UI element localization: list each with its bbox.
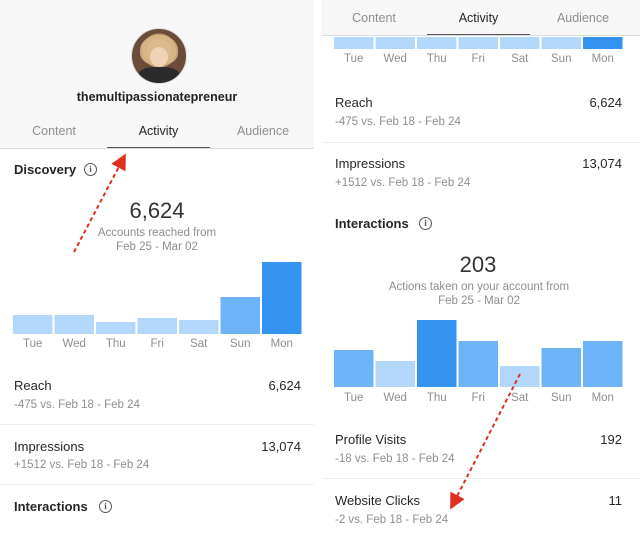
day-label-tue: Tue	[23, 338, 43, 350]
bar-tue[interactable]	[13, 315, 53, 334]
left-screenshot: themultipassionatepreneur Content Activi…	[0, 0, 314, 539]
bar-fri[interactable]	[458, 341, 499, 387]
bar-sat[interactable]	[500, 37, 540, 49]
discovery-bar-chart	[13, 262, 302, 334]
bar-sun[interactable]	[541, 348, 582, 387]
avatar[interactable]	[131, 28, 187, 84]
website-clicks-comparison: -2 vs. Feb 18 - Feb 24	[335, 514, 449, 526]
impressions-value: 13,074	[582, 156, 622, 171]
right-screenshot: Content Activity Audience Tue Wed Thu Fri Sa…	[322, 0, 640, 539]
tab-bar: Content Activity Audience	[0, 113, 314, 149]
tab-activity[interactable]: Activity	[107, 113, 210, 149]
bar-sun[interactable]	[541, 37, 582, 49]
day-label-mon: Mon	[591, 392, 614, 404]
day-label-fri: Fri	[471, 392, 485, 404]
reach-comparison: -475 vs. Feb 18 - Feb 24	[335, 116, 461, 128]
bar-mon[interactable]	[262, 262, 302, 334]
tab-bar: Content Activity Audience	[322, 0, 640, 36]
reach-label: Reach	[335, 95, 373, 110]
bar-fri[interactable]	[137, 318, 178, 334]
bar-tue[interactable]	[334, 37, 374, 49]
day-label-tue: Tue	[344, 392, 364, 404]
info-circle-icon[interactable]: i	[99, 500, 112, 513]
bar-sun[interactable]	[220, 297, 261, 334]
discovery-day-labels: Tue Wed Thu Fri Sat Sun Mon	[0, 338, 314, 354]
bar-mon[interactable]	[583, 37, 623, 49]
day-label-fri: Fri	[471, 53, 485, 65]
day-label-wed: Wed	[62, 338, 86, 350]
bar-thu[interactable]	[417, 37, 457, 49]
bar-sat[interactable]	[500, 366, 540, 387]
interactions-title: Interactions	[14, 499, 88, 514]
bar-wed[interactable]	[375, 361, 416, 387]
reach-value: 6,624	[589, 95, 622, 110]
bar-fri[interactable]	[458, 37, 499, 49]
impressions-comparison: +1512 vs. Feb 18 - Feb 24	[14, 459, 150, 471]
bar-wed[interactable]	[375, 37, 416, 49]
tab-audience[interactable]: Audience	[236, 124, 290, 138]
day-label-mon: Mon	[591, 53, 614, 65]
day-label-fri: Fri	[150, 338, 164, 350]
username[interactable]: themultipassionatepreneur	[76, 90, 238, 104]
bar-wed[interactable]	[54, 315, 95, 334]
week-day-labels: Tue Wed Thu Fri Sat Sun Mon	[322, 53, 640, 69]
day-label-sat: Sat	[511, 392, 529, 404]
reach-label: Reach	[14, 378, 52, 393]
day-label-thu: Thu	[105, 338, 126, 350]
profile-visits-comparison: -18 vs. Feb 18 - Feb 24	[335, 453, 455, 465]
reach-value: 6,624	[268, 378, 301, 393]
day-label-wed: Wed	[383, 53, 407, 65]
tab-audience[interactable]: Audience	[556, 11, 610, 25]
bar-mon[interactable]	[583, 341, 623, 387]
day-label-sat: Sat	[511, 53, 529, 65]
divider	[322, 478, 640, 479]
panel-gap	[314, 0, 322, 539]
day-label-thu: Thu	[426, 53, 447, 65]
day-label-mon: Mon	[270, 338, 293, 350]
interactions-caption-line1: Actions taken on your account from	[388, 281, 570, 293]
impressions-comparison: +1512 vs. Feb 18 - Feb 24	[335, 177, 471, 189]
day-label-sun: Sun	[551, 392, 572, 404]
divider	[0, 424, 314, 425]
divider	[0, 484, 314, 485]
bar-sat[interactable]	[179, 320, 219, 334]
day-label-tue: Tue	[344, 53, 364, 65]
divider	[322, 142, 640, 143]
tab-activity[interactable]: Activity	[427, 0, 530, 36]
profile-header: themultipassionatepreneur	[0, 0, 314, 118]
tab-content[interactable]: Content	[32, 124, 76, 138]
impressions-label: Impressions	[14, 439, 85, 454]
interactions-title: Interactions	[335, 216, 409, 231]
interactions-total: 203	[459, 252, 497, 277]
profile-visits-label: Profile Visits	[335, 432, 407, 447]
interactions-day-labels: Tue Wed Thu Fri Sat Sun Mon	[322, 392, 640, 408]
impressions-label: Impressions	[335, 156, 406, 171]
reach-comparison: -475 vs. Feb 18 - Feb 24	[14, 399, 140, 411]
info-circle-icon[interactable]: i	[84, 163, 97, 176]
interactions-caption-line2: Feb 25 - Mar 02	[438, 295, 520, 307]
week-bar-chart	[334, 37, 623, 49]
profile-visits-value: 192	[600, 432, 622, 447]
discovery-title: Discovery	[14, 162, 77, 177]
bar-thu[interactable]	[417, 320, 457, 387]
discovery-total: 6,624	[129, 198, 185, 223]
day-label-wed: Wed	[383, 392, 407, 404]
discovery-caption-line2: Feb 25 - Mar 02	[116, 241, 198, 253]
day-label-thu: Thu	[426, 392, 447, 404]
tab-content[interactable]: Content	[352, 11, 396, 25]
website-clicks-label: Website Clicks	[335, 493, 421, 508]
bar-thu[interactable]	[96, 322, 136, 334]
bar-tue[interactable]	[334, 350, 374, 387]
impressions-value: 13,074	[261, 439, 301, 454]
day-label-sun: Sun	[551, 53, 572, 65]
day-label-sun: Sun	[230, 338, 251, 350]
day-label-sat: Sat	[190, 338, 208, 350]
interactions-bar-chart	[334, 320, 623, 387]
info-circle-icon[interactable]: i	[419, 217, 432, 230]
website-clicks-value: 11	[608, 493, 623, 508]
discovery-caption-line1: Accounts reached from	[97, 227, 217, 239]
